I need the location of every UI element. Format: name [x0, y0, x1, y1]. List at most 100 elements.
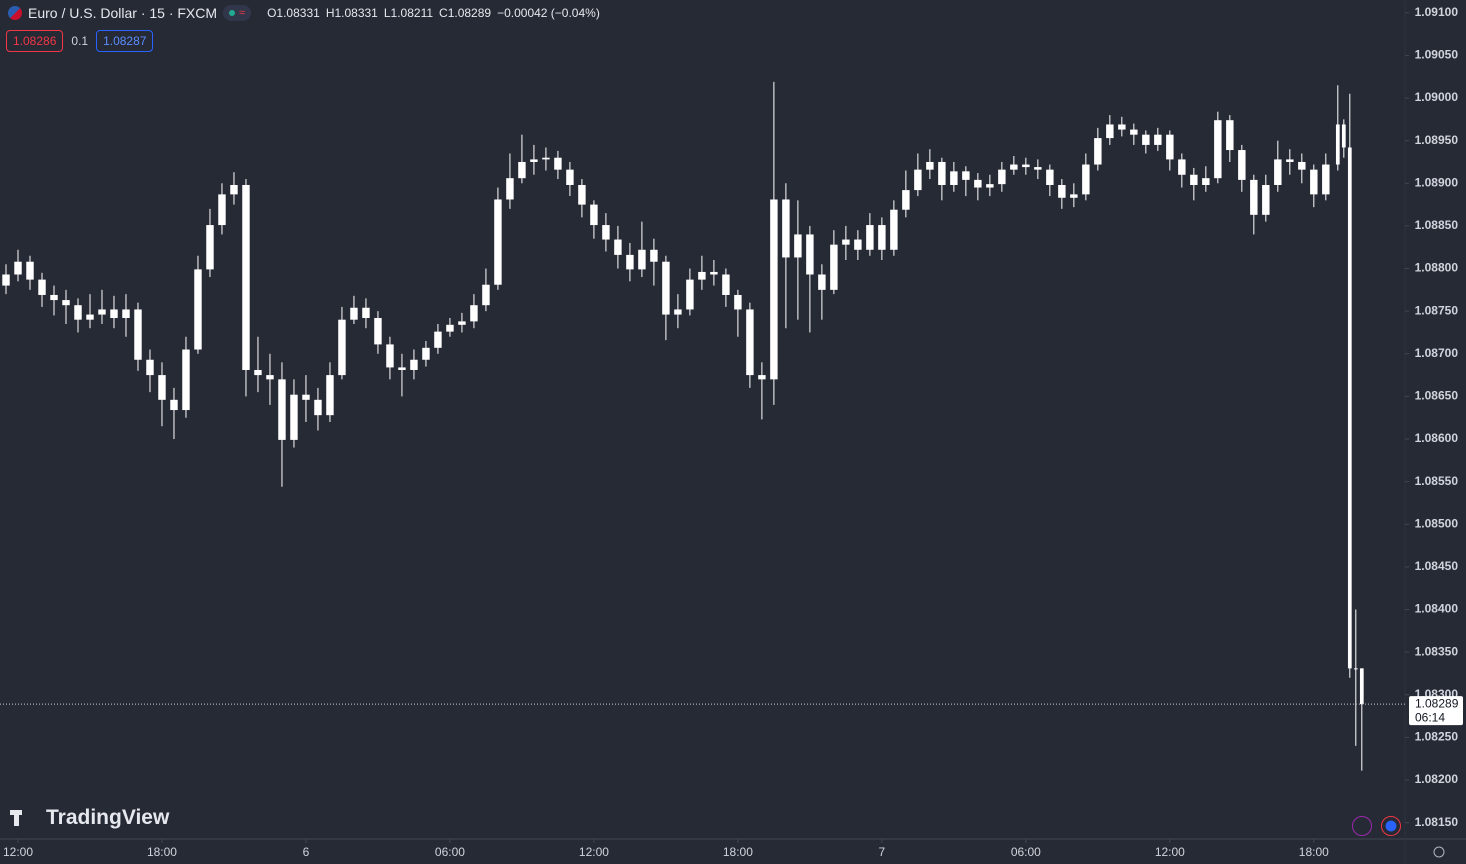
candle-body: [950, 171, 958, 185]
y-tick-label: 1.08550: [1415, 474, 1459, 488]
candle-body: [626, 254, 634, 270]
x-tick-label: 12:00: [3, 845, 33, 859]
ohlc-open: O1.08331: [267, 6, 320, 20]
candle-body: [686, 279, 694, 310]
candle-body: [902, 190, 910, 210]
candle-body: [1178, 159, 1186, 175]
candle-body: [158, 375, 166, 400]
candle-body: [1118, 124, 1126, 130]
sell-button[interactable]: 1.08286: [6, 30, 64, 52]
x-tick-label: 18:00: [1299, 845, 1329, 859]
candle-body: [878, 225, 886, 250]
candle-body: [350, 307, 358, 320]
candle-body: [194, 269, 202, 350]
candle-body: [302, 394, 310, 400]
candle-body: [998, 169, 1006, 185]
candle-body: [854, 239, 862, 250]
candle-body: [566, 169, 574, 185]
candle-body: [1094, 138, 1102, 165]
candle-body: [1070, 194, 1078, 198]
candle-body: [1238, 150, 1246, 180]
candle-body: [86, 314, 94, 320]
candle-body: [266, 375, 274, 380]
y-tick-label: 1.09050: [1415, 48, 1459, 62]
candle-body: [410, 359, 418, 370]
y-tick-label: 1.09100: [1415, 5, 1459, 19]
ohlc-legend: O1.08331 H1.08331 L1.08211 C1.08289 −0.0…: [267, 6, 600, 20]
y-tick-label: 1.08450: [1415, 559, 1459, 573]
buy-button[interactable]: 1.08287: [96, 30, 154, 52]
candle-body: [1322, 164, 1330, 195]
candle-body: [914, 169, 922, 191]
candle-body: [866, 225, 874, 250]
candle-body: [1046, 169, 1054, 185]
candle-body: [614, 239, 622, 255]
candle-body: [1142, 134, 1150, 145]
candle-body: [374, 317, 382, 345]
ohlc-close: C1.08289: [439, 6, 492, 20]
candle-body: [50, 294, 58, 301]
candle-body: [770, 199, 778, 380]
last-price-box: [1409, 696, 1463, 726]
logo: [10, 810, 40, 826]
y-tick-label: 1.08650: [1415, 389, 1459, 403]
candle-body: [1202, 178, 1210, 185]
brand-name: TradingView: [46, 806, 170, 829]
candle-body: [62, 300, 70, 306]
candle-body: [1154, 134, 1162, 145]
y-tick-label: 1.09000: [1415, 90, 1459, 104]
candle-body: [722, 274, 730, 295]
x-tick-label: 12:00: [579, 845, 609, 859]
candle-body: [1335, 124, 1340, 165]
y-tick-label: 1.08850: [1415, 218, 1459, 232]
candle-body: [1274, 159, 1282, 185]
candle-body: [794, 234, 802, 258]
branding[interactable]: TradingView: [10, 806, 169, 830]
candle-body: [938, 161, 946, 185]
candle-body: [134, 309, 142, 360]
candle-body: [290, 394, 298, 440]
candle-body: [554, 157, 562, 170]
candle-body: [602, 225, 610, 240]
symbol-title[interactable]: Euro / U.S. Dollar · 15 · FXCM: [28, 5, 218, 21]
candle-body: [110, 309, 118, 318]
candle-body: [1298, 161, 1306, 170]
y-tick-label: 1.08250: [1415, 730, 1459, 744]
candle-body: [1250, 179, 1258, 215]
candle-body: [518, 161, 526, 179]
candle-body: [662, 261, 670, 315]
globe-icon[interactable]: [1381, 816, 1401, 836]
candle-body: [986, 184, 994, 188]
y-tick-label: 1.08350: [1415, 644, 1459, 658]
axis-settings[interactable]: [1433, 846, 1445, 858]
candle-body: [314, 399, 322, 416]
ohlc-low: L1.08211: [383, 6, 434, 20]
candle-body: [170, 399, 178, 411]
status-indicators: ≈: [223, 5, 252, 21]
candle-body: [206, 225, 214, 270]
candle-body: [326, 375, 334, 416]
candle-body: [1082, 164, 1090, 195]
y-tick-label: 1.08900: [1415, 175, 1459, 189]
candles: [2, 81, 1364, 771]
y-tick-label: 1.08800: [1415, 261, 1459, 275]
candle-body: [1166, 134, 1174, 160]
candle-body: [710, 271, 718, 275]
candle-body: [362, 307, 370, 318]
candle-body: [1010, 164, 1018, 170]
candle-body: [1034, 167, 1042, 170]
candle-body: [590, 204, 598, 226]
candle-body: [470, 305, 478, 322]
x-tick-label: 06:00: [435, 845, 465, 859]
candle-body: [926, 161, 934, 170]
candle-body: [1347, 147, 1352, 669]
candle-body: [1226, 120, 1234, 151]
candle-body: [830, 244, 838, 290]
candle-body: [74, 305, 82, 320]
candle-body: [782, 199, 790, 258]
spread: 0.1: [71, 34, 89, 48]
candle-body: [806, 234, 814, 275]
candle-body: [2, 274, 10, 286]
lightning-icon[interactable]: [1352, 816, 1372, 836]
